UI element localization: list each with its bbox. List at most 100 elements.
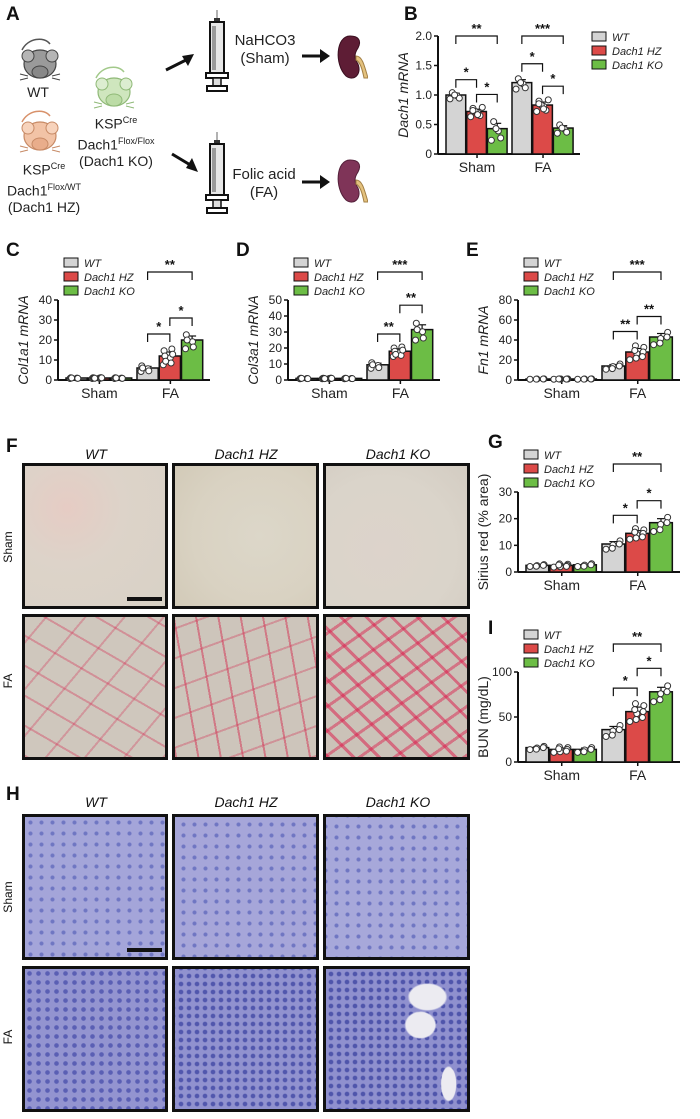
svg-text:FA: FA — [534, 159, 552, 175]
svg-text:60: 60 — [499, 313, 513, 327]
genotype-text: Dach1 — [77, 136, 118, 153]
mouse-label-hz: KSPCre Dach1Flox/WT (Dach1 HZ) — [4, 158, 84, 216]
treatment-text: Folic acid — [232, 166, 296, 183]
svg-text:**: ** — [620, 317, 631, 332]
svg-text:FA: FA — [629, 385, 647, 401]
svg-text:Fn1 mRNA: Fn1 mRNA — [475, 305, 491, 374]
svg-text:0: 0 — [505, 565, 512, 579]
mouse-icon — [19, 38, 61, 81]
svg-text:Sham: Sham — [543, 385, 580, 401]
svg-text:**: ** — [644, 302, 655, 317]
svg-text:Dach1 KO: Dach1 KO — [84, 286, 135, 298]
treatment-text: NaHCO3 — [234, 32, 296, 49]
chart-dach1-mrna: 0 0.5 1.0 1.5 2.0 Dach1 mRNA Sham FA ** * * *** * * WT… — [380, 20, 700, 180]
chart-col3a1-mrna: 0 10 20 30 40 50 Col3a1 mRNA Sham FA *** ** ** WT Dac… — [230, 256, 460, 406]
syringe-icon — [205, 132, 229, 214]
svg-text:0: 0 — [275, 373, 282, 387]
svg-text:**: ** — [471, 21, 482, 36]
svg-text:50: 50 — [269, 293, 283, 307]
svg-text:0.5: 0.5 — [415, 118, 432, 132]
histology-image-sirius-fa-wt — [22, 614, 168, 760]
histology-image-sirius-fa-hz — [172, 614, 319, 760]
genotype-text: (Dach1 KO) — [79, 153, 153, 170]
row-label: FA — [1, 1029, 15, 1045]
svg-text:40: 40 — [39, 293, 53, 307]
histology-image-sirius-fa-ko — [323, 614, 470, 760]
svg-text:WT: WT — [544, 630, 562, 642]
svg-text:Dach1 HZ: Dach1 HZ — [314, 272, 365, 284]
svg-text:FA: FA — [629, 767, 647, 783]
svg-text:100: 100 — [492, 665, 512, 679]
svg-text:Dach1 KO: Dach1 KO — [544, 658, 595, 670]
genotype-text: KSP — [94, 115, 123, 132]
svg-text:***: *** — [535, 21, 551, 36]
svg-text:*: * — [464, 65, 470, 80]
mouse-icon — [19, 110, 61, 153]
svg-text:*: * — [647, 653, 653, 668]
svg-text:WT: WT — [612, 32, 630, 44]
svg-text:30: 30 — [269, 325, 283, 339]
scale-bar — [127, 948, 162, 952]
svg-text:20: 20 — [499, 353, 513, 367]
svg-text:Sham: Sham — [543, 577, 580, 593]
svg-text:20: 20 — [269, 341, 283, 355]
svg-text:Dach1 HZ: Dach1 HZ — [544, 464, 595, 476]
panel-letter-g: G — [488, 432, 503, 453]
column-title: Dach1 KO — [365, 446, 431, 462]
arrow-icon — [302, 49, 330, 189]
histology-image-pas-fa-hz — [172, 966, 319, 1112]
histology-image-sirius-sham-hz — [172, 463, 319, 609]
scale-bar — [127, 597, 162, 601]
svg-text:80: 80 — [499, 293, 513, 307]
svg-text:***: *** — [630, 257, 646, 272]
svg-text:Dach1 mRNA: Dach1 mRNA — [395, 52, 411, 138]
svg-text:Dach1 KO: Dach1 KO — [314, 286, 365, 298]
svg-text:2.0: 2.0 — [415, 29, 432, 43]
svg-text:1.0: 1.0 — [415, 88, 432, 102]
histology-image-pas-sham-wt — [22, 814, 168, 960]
svg-text:Sirius red (% area): Sirius red (% area) — [475, 474, 491, 591]
svg-text:10: 10 — [39, 353, 53, 367]
svg-text:*: * — [530, 49, 536, 64]
svg-text:Dach1 KO: Dach1 KO — [544, 478, 595, 490]
svg-text:0: 0 — [505, 755, 512, 769]
chart-sirius-red: 0 10 20 30 Sirius red (% area) Sham FA ** * * WT Da… — [460, 448, 700, 598]
svg-text:20: 20 — [499, 512, 513, 526]
panel-letter-h: H — [6, 784, 20, 805]
svg-text:Dach1 HZ: Dach1 HZ — [84, 272, 135, 284]
panel-letter-a: A — [6, 4, 20, 25]
svg-text:WT: WT — [84, 258, 102, 270]
histology-image-pas-sham-hz — [172, 814, 319, 960]
svg-text:20: 20 — [39, 333, 53, 347]
svg-text:Sham: Sham — [311, 385, 348, 401]
svg-text:*: * — [178, 303, 184, 318]
svg-text:Sham: Sham — [81, 385, 118, 401]
mouse-label-wt: WT — [27, 84, 49, 100]
svg-text:*: * — [647, 486, 653, 501]
svg-text:10: 10 — [499, 538, 513, 552]
svg-text:Dach1 KO: Dach1 KO — [612, 60, 663, 72]
genotype-text: Dach1 — [7, 182, 48, 199]
svg-text:Dach1 KO: Dach1 KO — [544, 286, 595, 298]
kidney-icon — [337, 35, 368, 79]
panel-letter-c: C — [6, 240, 20, 261]
svg-text:***: *** — [392, 257, 408, 272]
svg-text:WT: WT — [314, 258, 332, 270]
histology-image-pas-sham-ko — [323, 814, 470, 960]
svg-text:Dach1 HZ: Dach1 HZ — [544, 644, 595, 656]
arrow-icon — [165, 54, 198, 172]
panel-letter-b: B — [404, 4, 418, 25]
svg-text:0: 0 — [505, 373, 512, 387]
histology-image-pas-fa-wt — [22, 966, 168, 1112]
svg-text:FA: FA — [629, 577, 647, 593]
svg-text:10: 10 — [269, 357, 283, 371]
column-title: Dach1 KO — [365, 794, 431, 810]
svg-text:40: 40 — [499, 333, 513, 347]
svg-text:*: * — [484, 79, 490, 94]
column-title: Dach1 HZ — [214, 794, 278, 810]
